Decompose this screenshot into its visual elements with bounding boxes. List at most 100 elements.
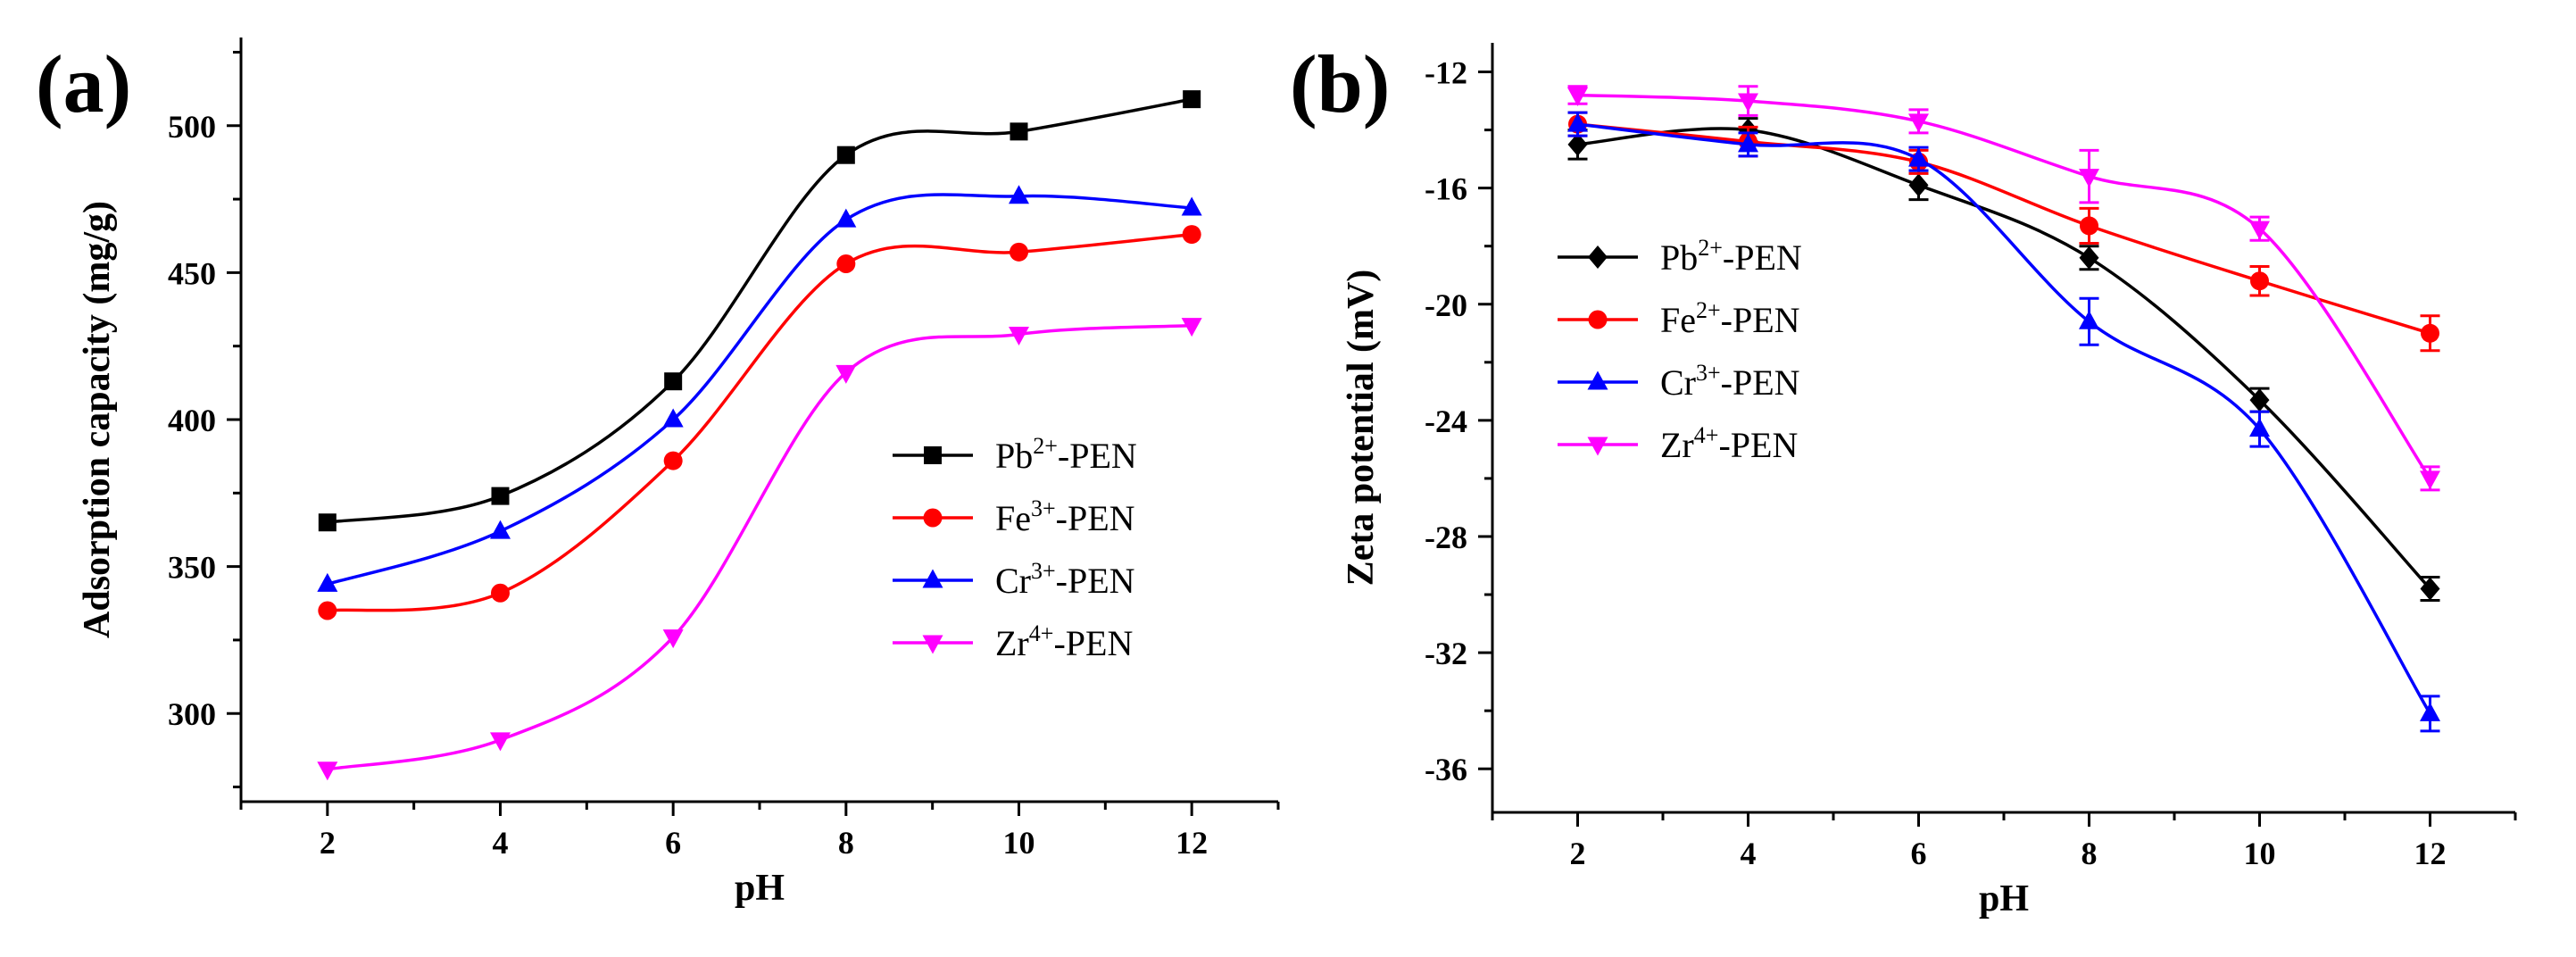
series-Pb2+-PEN — [318, 90, 1201, 532]
legend-item: Cr3+-PEN — [893, 558, 1135, 601]
legend-item: Fe3+-PEN — [893, 495, 1135, 538]
data-point — [318, 601, 337, 620]
data-point — [836, 146, 855, 164]
legend-item: Zr4+-PEN — [1558, 422, 1798, 465]
x-axis-title-a: pH — [735, 868, 785, 909]
x-tick-label: 6 — [1911, 836, 1927, 871]
data-point — [1183, 90, 1201, 109]
y-tick-label: -28 — [1425, 520, 1467, 555]
fit-curve — [1577, 127, 2431, 590]
x-tick-label: 4 — [1741, 836, 1757, 871]
fit-curve — [1577, 122, 2432, 715]
legend-item: Zr4+-PEN — [893, 620, 1133, 663]
data-point — [1181, 318, 1202, 337]
legend-marker — [1587, 437, 1608, 456]
data-point — [662, 408, 684, 428]
data-point — [317, 761, 338, 781]
axis-frame — [1491, 43, 2515, 814]
fit-curve — [327, 97, 1192, 524]
data-point — [2249, 221, 2270, 240]
data-point — [1738, 93, 1758, 112]
data-point — [836, 254, 856, 274]
data-point — [1009, 185, 1029, 204]
data-point — [1567, 87, 1588, 107]
data-point — [2079, 310, 2099, 329]
legend-item: Fe2+-PEN — [1558, 297, 1800, 340]
legend-label: Pb2+-PEN — [1660, 235, 1802, 278]
data-point — [1182, 225, 1201, 245]
data-point — [2420, 470, 2440, 490]
data-point — [835, 364, 857, 384]
fit-curve — [1577, 122, 2431, 335]
panel-b-zeta-potential: (b) pH Zeta potential (mV) 2 4 6 8 10 12 -12 -1… — [1290, 38, 2517, 920]
legend-b: Pb2+-PEN Fe2+-PEN Cr3+-PEN Zr4+-PEN — [1558, 235, 1802, 465]
legend-marker — [1588, 310, 1608, 329]
legend-marker — [922, 635, 943, 654]
data-point — [662, 629, 684, 649]
y-tick-label: -12 — [1425, 55, 1467, 91]
legend-item: Pb2+-PEN — [1558, 235, 1802, 278]
data-point — [1010, 242, 1028, 262]
panel-label-a: (a) — [36, 38, 131, 129]
x-tick-label: 4 — [493, 825, 509, 861]
fit-curve — [327, 232, 1192, 612]
x-tick-label: 12 — [1176, 825, 1208, 861]
x-tick-label: 8 — [838, 825, 854, 861]
y-tick-label: 300 — [168, 696, 216, 732]
legend-label: Pb2+-PEN — [995, 433, 1137, 476]
y-tick-label: -24 — [1425, 404, 1467, 439]
y-tick-label: -16 — [1425, 171, 1467, 207]
series-Cr3+-PEN — [317, 185, 1202, 592]
y-tick-label: 500 — [168, 109, 216, 145]
plot-area-b: 2 4 6 8 10 12 -12 -16 -20 -24 -28 -32 -36 — [1425, 43, 2517, 871]
data-point — [2250, 271, 2269, 291]
data-point — [835, 208, 857, 228]
legend-marker — [922, 569, 943, 588]
legend-a: Pb2+-PEN Fe3+-PEN Cr3+-PEN Zr4+-PEN — [893, 433, 1137, 663]
data-point — [1567, 132, 1588, 156]
panel-label-b: (b) — [1290, 38, 1390, 129]
y-tick-label: -32 — [1425, 636, 1467, 671]
data-point — [1908, 147, 1929, 167]
legend-marker — [1588, 245, 1608, 269]
data-point — [2249, 388, 2270, 412]
y-tick-label: 450 — [168, 255, 216, 291]
x-tick-label: 12 — [2414, 836, 2447, 871]
y-tick-label: -20 — [1425, 287, 1467, 323]
data-point — [663, 451, 683, 470]
plot-area-a: 2 4 6 8 10 12 300 350 400 450 500 — [168, 37, 1280, 861]
x-tick-label: 10 — [1003, 825, 1035, 861]
legend-label: Fe2+-PEN — [1660, 297, 1800, 340]
data-point — [491, 583, 510, 603]
series-Fe3+-PEN — [318, 225, 1201, 620]
data-point — [2080, 216, 2098, 236]
data-point — [1738, 133, 1758, 153]
legend-label: Zr4+-PEN — [1660, 422, 1798, 465]
x-tick-label: 10 — [2244, 836, 2276, 871]
legend-marker — [1587, 370, 1608, 390]
data-point — [2079, 169, 2099, 188]
data-point — [2421, 323, 2439, 343]
legend-marker — [923, 508, 943, 528]
x-tick-label: 6 — [665, 825, 681, 861]
y-tick-label: 350 — [168, 550, 216, 586]
legend-item: Cr3+-PEN — [1558, 360, 1800, 403]
panel-a-adsorption-capacity: (a) pH Adsorption capacity (mg/g) 2 4 6 8 10… — [36, 37, 1280, 909]
legend-label: Zr4+-PEN — [995, 620, 1133, 663]
data-point — [2079, 245, 2099, 270]
legend-label: Cr3+-PEN — [995, 558, 1135, 601]
y-tick-label: 400 — [168, 403, 216, 438]
y-tick-label: -36 — [1425, 752, 1467, 787]
data-point — [491, 487, 510, 505]
x-tick-label: 2 — [320, 825, 336, 861]
legend-label: Fe3+-PEN — [995, 495, 1135, 538]
axis-frame — [239, 37, 1278, 803]
data-point — [2249, 418, 2270, 437]
x-axis-title-b: pH — [1979, 878, 2029, 920]
series-Zr4+-PEN — [317, 318, 1202, 781]
data-point — [318, 513, 337, 532]
data-point — [664, 372, 683, 391]
data-point — [2420, 702, 2440, 721]
y-axis-title-b: Zeta potential (mV) — [1341, 270, 1382, 587]
